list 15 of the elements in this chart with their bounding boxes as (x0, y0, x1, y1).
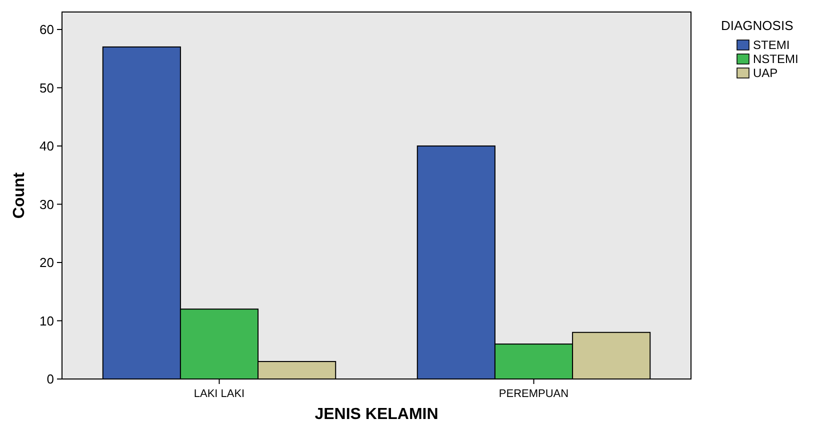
y-tick-label: 20 (40, 255, 54, 270)
y-tick-label: 60 (40, 22, 54, 38)
y-tick-label: 40 (40, 138, 54, 154)
legend-label: NSTEMI (753, 52, 798, 66)
y-tick-label: 10 (40, 313, 54, 328)
x-axis-title: JENIS KELAMIN (314, 406, 438, 423)
y-tick-label: 0 (46, 372, 54, 387)
legend-label: STEMI (753, 38, 790, 52)
legend-label: UAP (753, 66, 778, 80)
y-axis-title: Count (11, 172, 28, 219)
y-tick-label: 50 (40, 80, 54, 96)
legend-title: DIAGNOSIS (721, 18, 794, 33)
x-tick-label: PEREMPUAN (498, 388, 569, 400)
x-tick-label: LAKI LAKI (194, 388, 245, 400)
y-tick-label: 30 (40, 196, 54, 212)
